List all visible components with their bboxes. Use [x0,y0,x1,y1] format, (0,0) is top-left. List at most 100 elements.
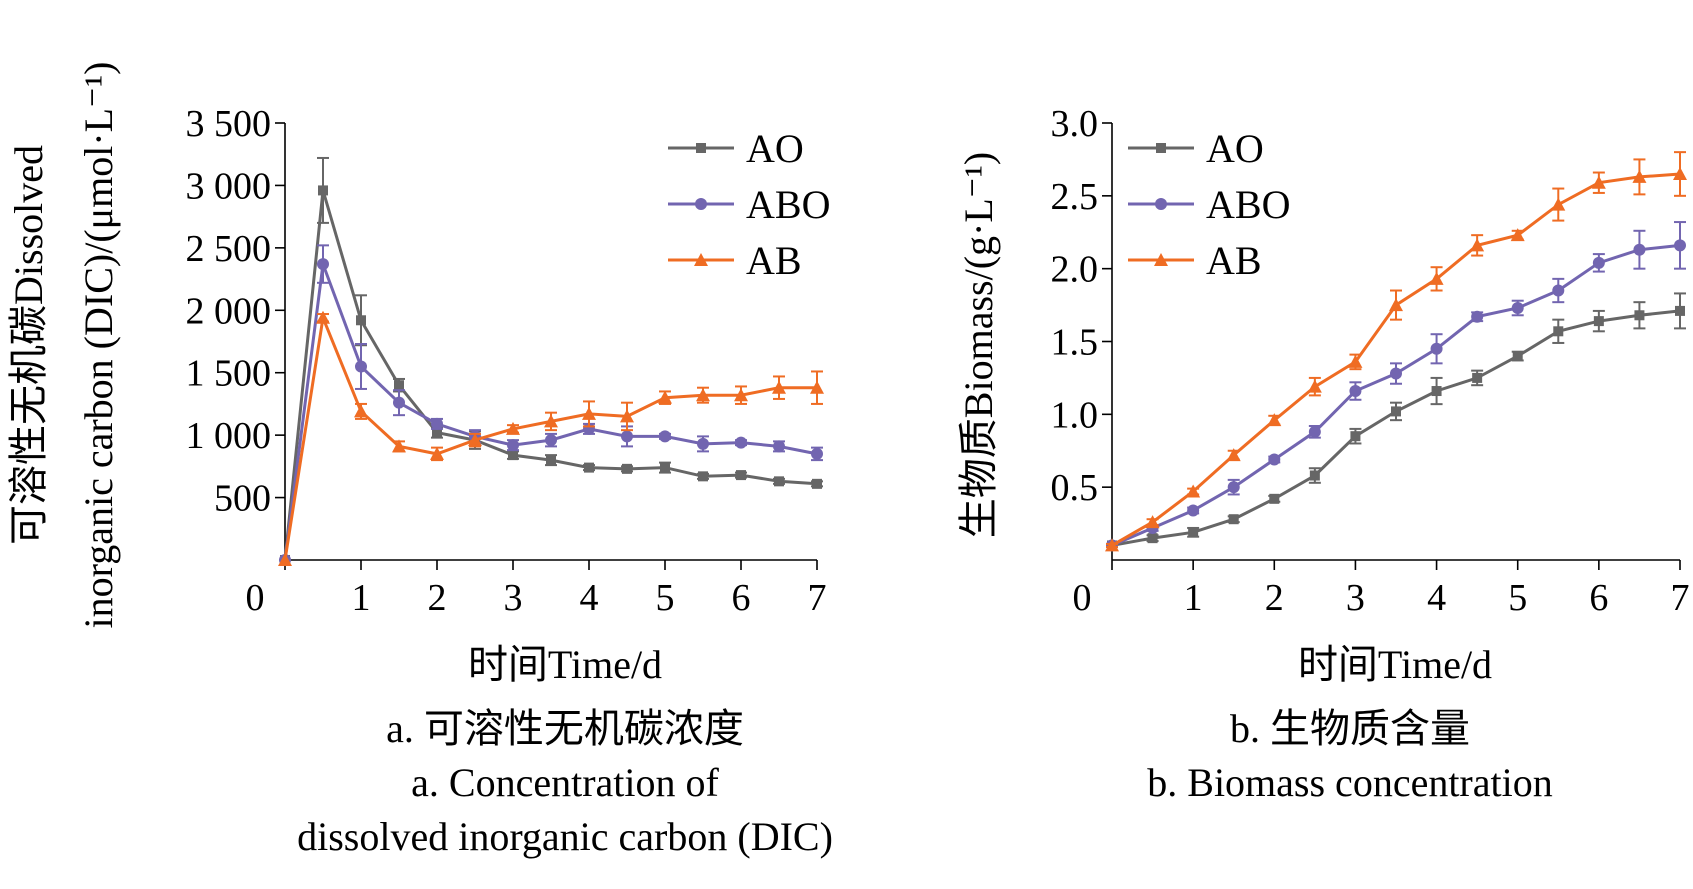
data-point [316,310,330,324]
data-point [1308,425,1321,438]
data-point [1307,379,1322,393]
legend-label: AO [1206,126,1264,171]
y-tick-label: 0.5 [1051,467,1099,509]
data-point [544,414,558,428]
x-tick-label: 7 [1671,577,1690,619]
data-point [468,433,482,447]
y-tick-label: 2.5 [1051,176,1099,218]
data-point [507,439,519,452]
data-point [584,462,594,473]
data-point [1227,481,1240,494]
data-point [1105,538,1119,552]
data-point [735,436,747,449]
data-point [355,360,367,373]
data-point [622,463,632,474]
data-point [1429,271,1444,285]
data-point [811,447,823,460]
x-tick-label: 3 [1346,577,1365,619]
data-point [774,476,784,487]
legend-marker [694,253,708,266]
data-point [318,185,328,196]
data-point [545,434,557,447]
data-point [506,421,520,435]
data-point [432,427,442,438]
data-point [546,455,556,466]
series-abo [1106,221,1686,552]
data-point [1350,431,1361,442]
data-point [1512,351,1523,362]
data-point [356,315,366,326]
data-point [1632,169,1647,183]
data-point [1592,256,1605,269]
data-point [620,409,634,423]
x-tick-label: 6 [732,577,751,619]
y-axis-label-line1: 生物质Biomass/(g·L⁻¹) [956,152,1001,538]
x-tick-label: 0 [246,577,265,619]
data-point [317,258,329,271]
data-point [1226,448,1241,462]
data-point [1389,298,1403,312]
data-point [1267,413,1282,427]
data-point [1145,515,1160,529]
data-point [659,430,671,443]
data-point [621,430,633,443]
legend-marker [1155,198,1167,210]
y-tick-label: 2.0 [1051,249,1099,291]
y-tick-label: 1.5 [1051,322,1099,364]
data-point [1391,406,1401,417]
caption-a-en-line2: dissolved inorganic carbon (DIC) [297,814,833,859]
data-point [696,388,710,402]
chart-panel-b: 0.5 1.0 1.5 2.0 2.5 3.0 0 1 2 3 4 5 6 7 时间Time/d 生物质Bio… [956,103,1690,687]
data-point [1471,310,1484,323]
data-point [393,396,405,409]
data-point [1268,453,1281,466]
legend-marker [695,198,707,210]
series-line [283,189,818,561]
x-tick-label: 4 [580,577,599,619]
data-point [736,470,746,481]
x-tick-label: 0 [1073,577,1092,619]
data-point [734,388,748,402]
data-point [354,404,368,418]
data-point [697,437,709,450]
y-tick-label: 1.0 [1051,394,1099,436]
data-point [278,553,292,566]
data-point [1673,166,1687,180]
y-tick-label: 3 000 [186,165,272,207]
data-point [1187,504,1200,517]
caption-b-zh: b. 生物质含量 [1230,706,1470,751]
data-point [1633,243,1646,256]
caption-a-zh: a. 可溶性无机碳浓度 [386,706,744,751]
data-point [1269,493,1280,504]
series-ab [278,310,824,566]
data-point [431,417,443,430]
data-point [1431,386,1442,397]
data-point [1349,385,1362,398]
legend-label: AO [746,126,804,171]
y-tick-label: 2 000 [186,290,272,332]
data-point [582,406,596,420]
caption-a-en-line1: a. Concentration of [411,760,719,805]
x-tick-label: 3 [504,577,523,619]
data-point [1390,367,1402,380]
legend-marker [1154,253,1168,266]
data-point [394,380,404,391]
series-ab [1105,151,1687,552]
data-point [1674,239,1686,252]
x-tick-label: 5 [1508,577,1527,619]
legend-marker [696,143,706,153]
chart-panel-a: 500 1 000 1 500 2 000 2 500 3 000 3 500 0 1 2 3 4 5 6… [6,62,830,687]
legend-label: ABO [746,182,830,227]
y-tick-label: 2 500 [186,228,272,270]
data-point [773,440,785,453]
data-point [660,462,670,473]
x-tick-label: 1 [352,577,371,619]
x-axis-label: 时间Time/d [1298,642,1492,687]
x-tick-label: 4 [1427,577,1446,619]
series-ao [280,156,823,565]
data-point [1430,342,1443,355]
x-tick-label: 6 [1589,577,1608,619]
legend: AO ABO AB [1128,126,1290,283]
y-tick-label: 1 000 [186,415,272,457]
